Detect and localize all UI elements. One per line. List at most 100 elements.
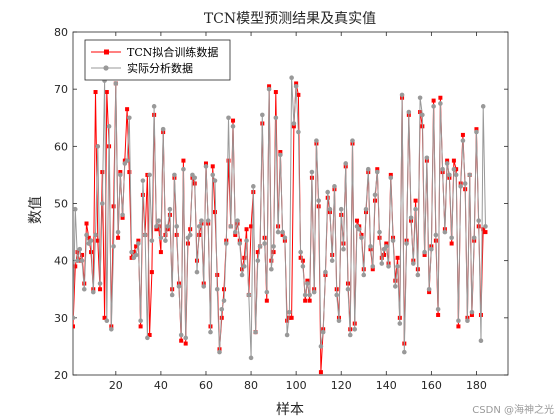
data-point xyxy=(73,315,76,321)
data-point xyxy=(138,324,143,329)
data-point xyxy=(374,169,380,175)
data-point xyxy=(142,232,148,238)
data-point xyxy=(372,192,378,198)
data-point xyxy=(445,158,450,163)
data-point xyxy=(433,232,439,238)
data-point xyxy=(323,269,328,275)
data-point xyxy=(284,332,290,338)
data-point xyxy=(442,229,448,235)
data-point xyxy=(431,104,436,109)
data-point xyxy=(289,75,294,81)
data-point xyxy=(435,306,441,312)
data-point xyxy=(384,241,389,246)
data-point xyxy=(205,218,211,223)
data-point xyxy=(109,326,114,332)
data-point xyxy=(230,124,236,129)
data-point xyxy=(352,326,358,332)
data-point xyxy=(307,298,312,303)
data-point xyxy=(395,264,400,269)
data-point xyxy=(80,252,85,257)
series-layer xyxy=(73,75,488,375)
data-point xyxy=(305,278,310,283)
data-point xyxy=(181,158,186,163)
data-point xyxy=(73,264,78,269)
x-axis-label: 样本 xyxy=(276,402,304,418)
watermark-text: CSDN @海神之光 xyxy=(472,405,554,416)
data-point xyxy=(429,246,434,252)
data-point xyxy=(318,370,323,375)
data-point xyxy=(345,286,351,292)
data-point xyxy=(343,161,349,166)
data-point xyxy=(370,264,376,269)
data-point xyxy=(325,189,330,195)
data-point xyxy=(275,229,281,235)
data-point xyxy=(395,255,400,260)
data-point xyxy=(262,241,267,246)
data-point xyxy=(408,215,414,221)
data-point xyxy=(347,332,353,338)
data-point xyxy=(449,241,454,246)
data-point xyxy=(469,312,474,317)
data-point xyxy=(413,206,418,212)
data-point xyxy=(102,315,107,320)
data-point xyxy=(456,324,461,329)
data-point xyxy=(287,309,292,315)
data-point xyxy=(294,81,299,86)
data-point xyxy=(90,289,96,295)
data-point xyxy=(241,264,247,269)
data-point xyxy=(253,329,258,335)
data-point xyxy=(235,218,240,223)
data-point xyxy=(73,206,78,212)
data-point xyxy=(402,349,407,355)
series-line xyxy=(73,77,486,358)
data-point xyxy=(203,164,209,169)
y-tick-label: 70 xyxy=(54,83,68,96)
data-point xyxy=(287,315,292,320)
y-axis-ticks: 20 30 40 50 60 70 80 xyxy=(54,26,508,382)
data-point xyxy=(147,172,152,178)
data-point xyxy=(377,229,382,235)
data-point xyxy=(244,227,249,232)
data-point xyxy=(329,258,335,263)
data-point xyxy=(237,241,243,246)
data-point xyxy=(158,250,163,255)
x-tick-label: 80 xyxy=(244,379,258,392)
data-point xyxy=(127,170,132,175)
data-point xyxy=(280,229,285,235)
legend-marker xyxy=(104,49,109,55)
data-point xyxy=(451,158,456,163)
data-point xyxy=(411,261,416,266)
data-point xyxy=(98,287,103,292)
data-point xyxy=(438,101,443,106)
data-point xyxy=(95,144,101,149)
data-point xyxy=(120,212,125,218)
data-point xyxy=(158,235,164,241)
data-point xyxy=(115,229,121,235)
data-point xyxy=(334,292,340,298)
data-point xyxy=(278,152,283,158)
data-point xyxy=(93,90,98,95)
data-point xyxy=(271,244,276,249)
data-point xyxy=(447,172,452,178)
data-point xyxy=(399,92,405,98)
data-point xyxy=(160,126,166,132)
x-tick-label: 20 xyxy=(109,379,123,392)
data-point xyxy=(269,266,274,272)
data-point xyxy=(393,284,398,289)
data-point xyxy=(226,158,231,163)
data-point xyxy=(138,318,143,323)
data-point xyxy=(149,238,155,243)
data-point xyxy=(165,224,170,229)
data-point xyxy=(474,127,479,132)
y-tick-label: 30 xyxy=(54,312,68,325)
data-point xyxy=(88,238,94,243)
data-point xyxy=(214,286,220,292)
data-point xyxy=(327,206,333,212)
data-point xyxy=(183,341,188,346)
data-point xyxy=(404,241,409,246)
data-point xyxy=(302,292,308,298)
data-point xyxy=(415,272,421,278)
data-point xyxy=(178,332,184,338)
data-point xyxy=(212,210,217,215)
data-point xyxy=(266,86,272,92)
